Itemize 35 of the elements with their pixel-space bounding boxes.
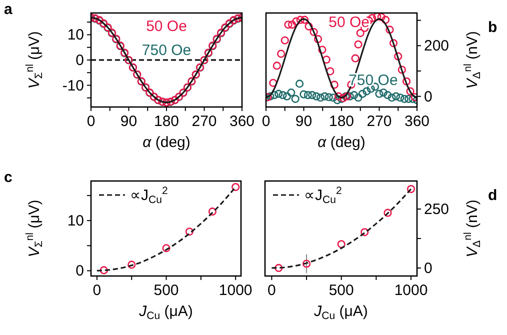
y-tick-label: 0 xyxy=(76,262,84,280)
x-tick-label: 0 xyxy=(86,113,96,130)
x-tick-label: 500 xyxy=(154,282,179,299)
x-tick-label: 1000 xyxy=(218,282,252,299)
x-tick-label: 90 xyxy=(120,113,138,130)
x-tick-label: 180 xyxy=(154,113,180,130)
y2-tick-label: 200 xyxy=(424,38,450,55)
x-axis-title: J$_{Cu}$ (μA) xyxy=(313,303,368,322)
y-tick-label: -10 xyxy=(62,77,84,94)
x-tick-label: 0 xyxy=(92,282,102,299)
x-tick-label: 270 xyxy=(192,113,217,130)
y2-tick-label: 250 xyxy=(424,201,450,218)
y-tick-label: 10 xyxy=(67,212,84,230)
text: d xyxy=(488,187,498,204)
x-tick-label: 360 xyxy=(229,113,255,130)
x-tick-label: 180 xyxy=(328,113,354,130)
series-label: 50 Oe xyxy=(146,18,187,35)
x-axis-title: α (deg) xyxy=(318,134,366,151)
text: b xyxy=(488,19,498,36)
series-label: 750 Oe xyxy=(142,42,192,59)
x-tick-label: 360 xyxy=(404,113,430,130)
y-tick-label: 0 xyxy=(76,52,84,69)
text: a xyxy=(4,1,13,18)
x-tick-label: 0 xyxy=(262,113,270,130)
y2-tick-label: 0 xyxy=(424,88,432,106)
y2-tick-label: 0 xyxy=(424,260,432,277)
x-tick-label: 0 xyxy=(268,282,276,299)
x-tick-label: 500 xyxy=(328,282,354,299)
y-tick-label: 10 xyxy=(67,26,84,44)
x-axis-title: α (deg) xyxy=(142,134,190,151)
x-tick-label: 1000 xyxy=(394,282,428,299)
x-axis-title: J$_{Cu}$ (μA) xyxy=(138,303,193,322)
text: c xyxy=(4,169,12,186)
x-tick-label: 90 xyxy=(295,113,312,130)
x-tick-label: 270 xyxy=(366,113,392,130)
